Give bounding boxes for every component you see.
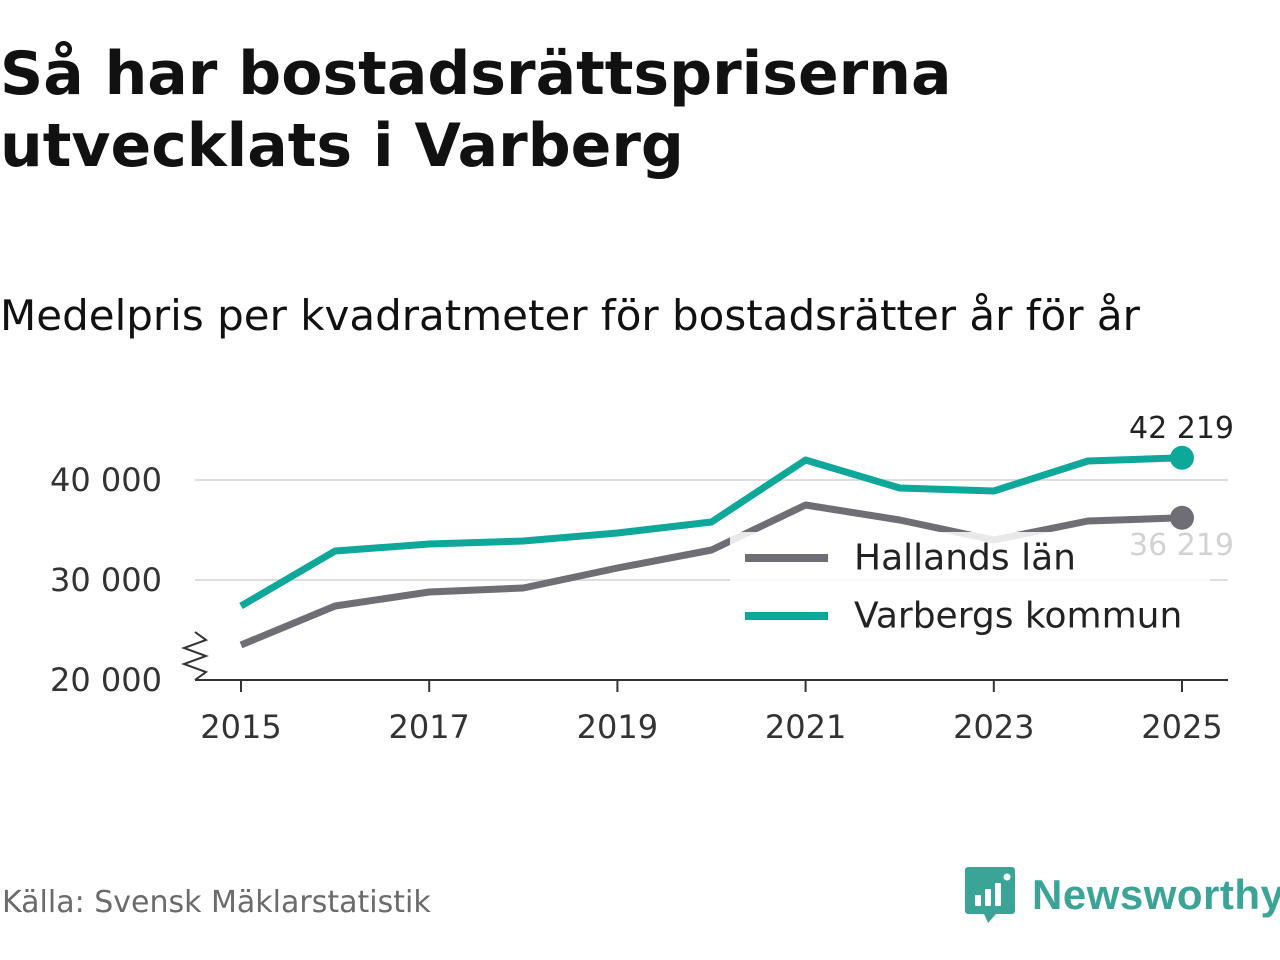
series-line-varberg [239, 454, 1183, 610]
legend-label-hallands: Hallands län [854, 538, 1076, 579]
legend-background [730, 532, 1210, 644]
end-point-varberg [1170, 445, 1194, 470]
chart-title: Så har bostadsrättspriserna utvecklats i… [0, 39, 952, 181]
x-tick-label: 2023 [953, 708, 1034, 746]
x-tick-label: 2015 [200, 708, 281, 746]
end-label-hallands: 36 219 [1129, 528, 1234, 563]
x-tick-label: 2019 [577, 708, 658, 746]
axis-break-icon [181, 631, 209, 681]
newsworthy-logo: Newsworthy [964, 865, 1280, 925]
end-label-varberg: 42 219 [1129, 411, 1234, 446]
newsworthy-logo-icon [965, 867, 1015, 923]
y-tick-label: 30 000 [50, 561, 162, 599]
y-tick-label: 40 000 [50, 461, 162, 499]
legend-label-varberg: Varbergs kommun [854, 596, 1182, 637]
chart-subtitle: Medelpris per kvadratmeter för bostadsrä… [0, 291, 1140, 340]
y-tick-label: 20 000 [50, 661, 162, 699]
end-point-hallands [1170, 505, 1194, 530]
brand-name: Newsworthy [1032, 871, 1280, 918]
x-tick-label: 2021 [765, 708, 846, 746]
source-note: Källa: Svensk Mäklarstatistik [2, 885, 431, 920]
x-tick-label: 2017 [388, 708, 469, 746]
x-tick-label: 2025 [1141, 708, 1222, 746]
